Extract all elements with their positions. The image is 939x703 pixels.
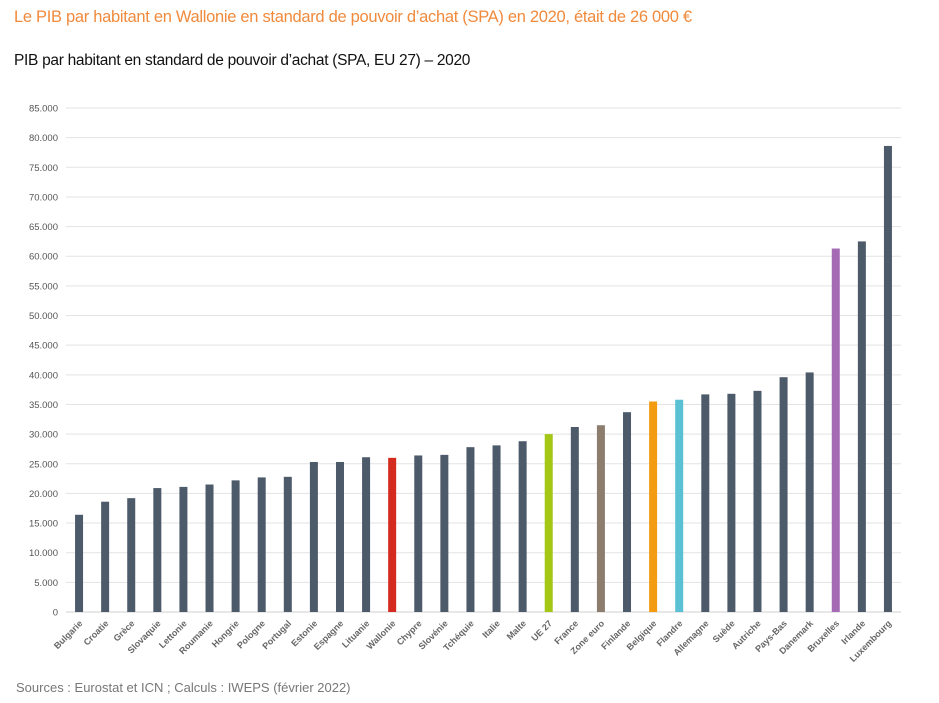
bar-slov-nie [440,454,449,612]
y-tick-label: 70.000 [29,192,58,203]
y-tick-label: 25.000 [29,459,58,470]
bar-pays-bas [779,377,788,612]
y-tick-label: 15.000 [29,519,58,530]
bar-bulgarie [75,514,84,612]
source-note: Sources : Eurostat et ICN ; Calculs : IW… [16,680,351,695]
bar-france [570,427,579,612]
bar-gr-ce [127,498,136,612]
y-tick-label: 0 [53,608,58,619]
bar-lituanie [362,457,371,612]
y-tick-label: 10.000 [29,548,58,559]
x-tick-label: Croatie [82,618,111,647]
headline: Le PIB par habitant en Wallonie en stand… [14,8,692,26]
y-tick-label: 40.000 [29,370,58,381]
x-tick-label: UE 27 [529,618,554,643]
bar-allemagne [701,394,710,612]
bar-tch-quie [466,447,475,612]
y-tick-label: 85.000 [29,104,58,115]
bar-lettonie [179,486,188,612]
bar-ue-27 [544,434,553,612]
bar-irlande [857,241,866,612]
y-tick-label: 20.000 [29,489,58,500]
bar-zone-euro [596,425,605,612]
bar-hongrie [231,480,240,612]
chart-title: PIB par habitant en standard de pouvoir … [14,52,471,69]
bar-portugal [283,476,292,612]
grid-lines [66,107,901,613]
bar-finlande [623,412,632,612]
bars [75,145,892,612]
bar-autriche [753,390,762,612]
y-tick-label: 5.000 [34,578,58,589]
x-tick-label: Bulgarie [52,618,85,651]
bar-slovaquie [153,488,162,612]
y-tick-label: 60.000 [29,252,58,263]
bar-belgique [649,401,658,612]
y-tick-label: 35.000 [29,400,58,411]
y-tick-label: 30.000 [29,430,58,441]
y-tick-label: 80.000 [29,133,58,144]
y-tick-label: 50.000 [29,311,58,322]
x-tick-label: Wallonie [365,618,398,651]
y-axis: 0 5.000 10.000 15.000 20.000 25.000 30.000 35.0… [29,104,58,619]
bar-wallonie [388,457,397,612]
bar-su-de [727,393,736,612]
bar-flandre [675,399,684,612]
x-tick-label: Malte [505,618,528,641]
x-tick-label: Grèce [112,618,137,643]
bar-malte [518,441,527,612]
bar-bruxelles [831,248,840,612]
bar-croatie [101,501,110,612]
x-tick-label: Portugal [260,618,293,651]
bar-italie [492,445,501,612]
bar-danemark [805,372,814,612]
y-tick-label: 55.000 [29,281,58,292]
bar-chart: 0 5.000 10.000 15.000 20.000 25.000 30.000 35.0… [29,104,901,664]
bar-espagne [335,461,344,612]
x-tick-label: Italie [480,618,502,640]
bar-luxembourg [883,145,892,612]
bar-roumanie [205,484,214,612]
y-tick-label: 45.000 [29,341,58,352]
bar-pologne [257,477,266,612]
bar-estonie [309,461,318,612]
y-tick-label: 65.000 [29,222,58,233]
bar-chypre [414,455,423,612]
y-tick-label: 75.000 [29,163,58,174]
